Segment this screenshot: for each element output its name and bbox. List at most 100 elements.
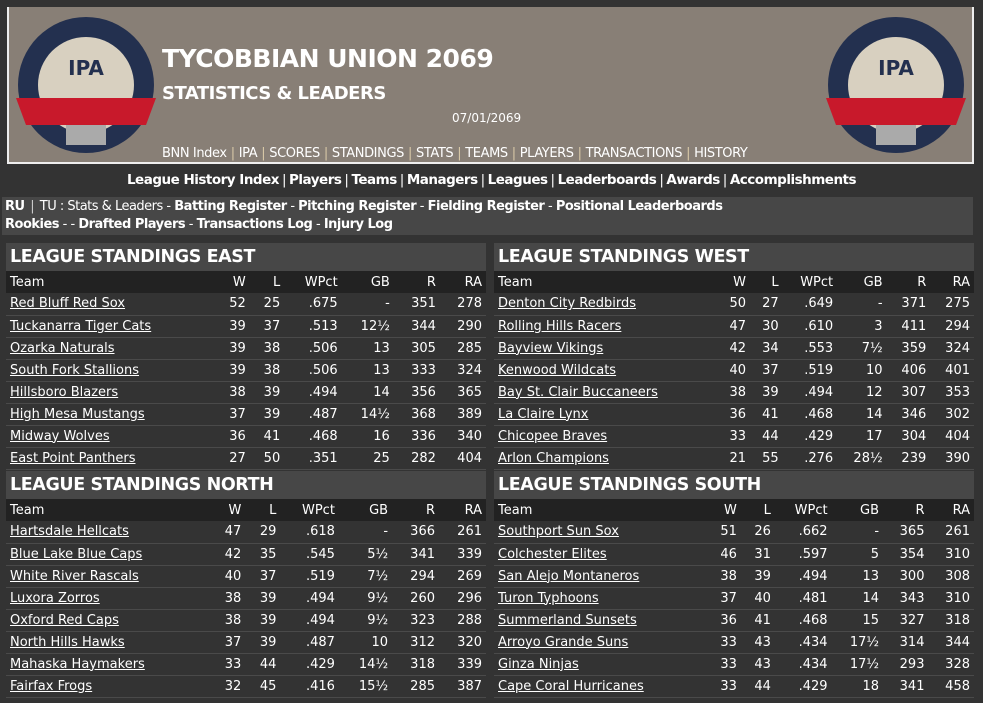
column-header-team[interactable]: Team [494, 271, 718, 293]
column-header-team[interactable]: Team [6, 271, 216, 293]
cell-w: 37 [215, 403, 250, 426]
team-link[interactable]: Arlon Champions [498, 450, 609, 466]
column-header-w[interactable]: W [210, 499, 246, 521]
team-link[interactable]: Midway Wolves [10, 428, 110, 444]
column-header-l[interactable]: L [750, 271, 783, 293]
team-link[interactable]: La Claire Lynx [498, 406, 589, 422]
nav-transactions[interactable]: TRANSACTIONS [585, 146, 683, 161]
link-pitching-register[interactable]: Pitching Register [298, 199, 417, 214]
team-link[interactable]: Hillsboro Blazers [10, 384, 119, 400]
column-header-w[interactable]: W [215, 271, 250, 293]
column-header-r[interactable]: R [392, 499, 439, 521]
team-link[interactable]: Tuckanarra Tiger Cats [10, 318, 152, 334]
team-link[interactable]: East Point Panthers [10, 450, 136, 466]
team-link[interactable]: Bay St. Clair Buccaneers [498, 384, 658, 400]
link-drafted-players[interactable]: Drafted Players [78, 217, 186, 232]
breadcrumb-ru[interactable]: RU [5, 199, 25, 214]
nav-history[interactable]: HISTORY [694, 146, 748, 161]
team-link[interactable]: Kenwood Wildcats [498, 362, 617, 378]
team-link[interactable]: Ginza Ninjas [498, 656, 579, 672]
link-batting-register[interactable]: Batting Register [174, 199, 287, 214]
team-link[interactable]: Ozarka Naturals [10, 340, 115, 356]
team-link[interactable]: Fairfax Frogs [10, 678, 93, 694]
column-header-w[interactable]: W [706, 499, 741, 521]
team-link[interactable]: Colchester Elites [498, 546, 607, 562]
column-header-ra[interactable]: RA [439, 271, 486, 293]
column-header-ra[interactable]: RA [439, 499, 486, 521]
cell-r: 323 [392, 609, 439, 632]
column-header-team[interactable]: Team [494, 499, 707, 521]
column-header-r[interactable]: R [883, 499, 929, 521]
team-link[interactable]: White River Rascals [10, 568, 139, 584]
nav-standings[interactable]: STANDINGS [331, 146, 405, 161]
column-header-ra[interactable]: RA [928, 499, 974, 521]
column-header-w[interactable]: W [717, 271, 750, 293]
team-link[interactable]: South Fork Stallions [10, 362, 140, 378]
link-positional-leaderboards[interactable]: Positional Leaderboards [555, 199, 723, 214]
column-header-gb[interactable]: GB [837, 271, 887, 293]
team-link[interactable]: San Alejo Montaneros [498, 568, 640, 584]
column-header-gb[interactable]: GB [341, 271, 394, 293]
column-header-gb[interactable]: GB [831, 499, 884, 521]
cell-ra: 353 [930, 381, 974, 404]
league-nav-league-history-index[interactable]: League History Index [126, 172, 280, 188]
league-nav-leaderboards[interactable]: Leaderboards [557, 172, 657, 188]
cell-l: 50 [249, 447, 285, 470]
column-header-r[interactable]: R [886, 271, 931, 293]
league-nav-leagues[interactable]: Leagues [487, 172, 548, 188]
column-header-wpct[interactable]: WPct [284, 271, 342, 293]
column-header-wpct[interactable]: WPct [774, 499, 832, 521]
league-nav-accomplishments[interactable]: Accomplishments [729, 172, 857, 188]
cell-r: 305 [393, 337, 440, 360]
nav-scores[interactable]: SCORES [269, 146, 320, 161]
nav-ipa[interactable]: IPA [238, 146, 258, 161]
team-link[interactable]: High Mesa Mustangs [10, 406, 145, 422]
column-header-wpct[interactable]: WPct [782, 271, 838, 293]
team-link[interactable]: Turon Typhoons [498, 590, 599, 606]
nav-bnn-index[interactable]: BNN Index [162, 146, 227, 161]
column-header-wpct[interactable]: WPct [280, 499, 339, 521]
cell-gb: 25 [341, 447, 394, 470]
table-row: Blue Lake Blue Caps 42 35.545 5½ 341 339 [6, 543, 486, 566]
team-link[interactable]: Summerland Sunsets [498, 612, 637, 628]
team-link[interactable]: Hartsdale Hellcats [10, 524, 129, 540]
nav-teams[interactable]: TEAMS [465, 146, 508, 161]
league-nav-players[interactable]: Players [289, 172, 342, 188]
nav-stats[interactable]: STATS [415, 146, 454, 161]
column-header-gb[interactable]: GB [338, 499, 393, 521]
team-link[interactable]: North Hills Hawks [10, 634, 125, 650]
column-header-team[interactable]: Team [6, 499, 211, 521]
team-link[interactable]: Bayview Vikings [498, 340, 604, 356]
team-link[interactable]: Cape Coral Hurricanes [498, 678, 644, 694]
cell-wpct: .468 [284, 425, 342, 448]
league-logo[interactable]: IPA [821, 13, 971, 163]
link-rookies[interactable]: Rookies [5, 217, 60, 232]
team-link[interactable]: Arroyo Grande Suns [498, 634, 629, 650]
team-link[interactable]: Luxora Zorros [10, 590, 100, 606]
link-fielding-register[interactable]: Fielding Register [427, 199, 545, 214]
team-link[interactable]: Mahaska Haymakers [10, 656, 145, 672]
column-header-l[interactable]: L [740, 499, 775, 521]
column-header-l[interactable]: L [245, 499, 281, 521]
column-header-ra[interactable]: RA [930, 271, 974, 293]
link-transactions-log[interactable]: Transactions Log [196, 217, 313, 232]
column-header-l[interactable]: L [249, 271, 285, 293]
cell-r: 260 [392, 587, 439, 610]
league-nav-awards[interactable]: Awards [666, 172, 720, 188]
team-link[interactable]: Blue Lake Blue Caps [10, 546, 143, 562]
nav-players[interactable]: PLAYERS [519, 146, 574, 161]
league-nav-teams[interactable]: Teams [351, 172, 397, 188]
league-nav-managers[interactable]: Managers [406, 172, 478, 188]
link-injury-log[interactable]: Injury Log [323, 217, 393, 232]
column-header-r[interactable]: R [393, 271, 440, 293]
team-link[interactable]: Rolling Hills Racers [498, 318, 622, 334]
team-link[interactable]: Red Bluff Red Sox [10, 296, 126, 312]
league-logo[interactable]: IPA [11, 13, 161, 163]
cell-l: 34 [750, 337, 783, 360]
team-link[interactable]: Oxford Red Caps [10, 612, 119, 628]
team-link[interactable]: Southport Sun Sox [498, 524, 619, 540]
team-link[interactable]: Chicopee Braves [498, 428, 608, 444]
team-link[interactable]: Denton City Redbirds [498, 296, 636, 312]
cell-l: 43 [740, 653, 775, 676]
cell-wpct: .494 [280, 587, 339, 610]
